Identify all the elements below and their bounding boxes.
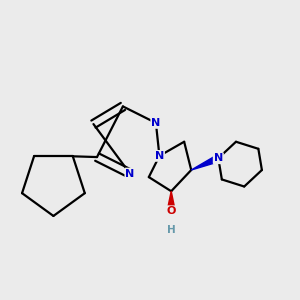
Polygon shape	[167, 191, 175, 211]
Text: H: H	[167, 225, 176, 235]
Text: N: N	[125, 169, 135, 178]
Text: N: N	[151, 118, 160, 128]
Text: O: O	[167, 206, 176, 216]
Text: N: N	[155, 151, 164, 161]
Text: N: N	[214, 153, 223, 163]
Polygon shape	[191, 155, 220, 170]
